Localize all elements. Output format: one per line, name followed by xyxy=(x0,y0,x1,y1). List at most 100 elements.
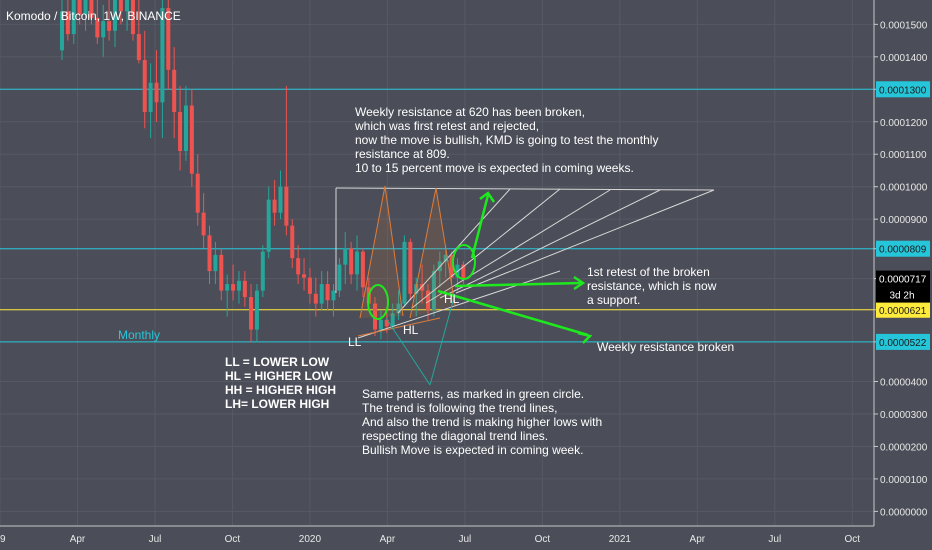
candle-body xyxy=(189,105,194,174)
price-tick-label: 0.0000900 xyxy=(880,215,928,226)
candle xyxy=(378,310,383,340)
candle-countdown: 3d 2h xyxy=(889,291,914,302)
retest-note: 1st retest of the broken resistance, whic… xyxy=(587,265,717,307)
legend-lines-line: HL = HIGHER LOW xyxy=(225,369,333,383)
note-pattern-line: And also the trend is making higher lows… xyxy=(362,415,602,429)
candle-body xyxy=(183,105,188,151)
candle-body xyxy=(296,258,301,275)
candle-body xyxy=(130,0,135,35)
candle-body xyxy=(426,290,431,311)
candle xyxy=(302,258,307,291)
candle-body xyxy=(71,0,76,35)
candle xyxy=(107,0,112,41)
candle xyxy=(65,0,70,41)
weekly-resistance-note: Weekly resistance at 620 has been broken… xyxy=(354,105,658,175)
candle-body xyxy=(154,82,159,103)
note-weekly-line: Weekly resistance at 620 has been broken… xyxy=(355,105,585,119)
candle xyxy=(154,50,159,122)
candle-body xyxy=(160,8,165,103)
candle xyxy=(296,245,301,285)
candle-body xyxy=(461,264,466,279)
price-label-yellow: 0.0000621 xyxy=(879,306,927,317)
candle-body xyxy=(278,186,283,213)
price-tick-label: 0.0001500 xyxy=(880,20,928,31)
time-tick-label: Jul xyxy=(149,534,162,545)
candle xyxy=(390,303,395,330)
candle-body xyxy=(219,254,224,291)
candle-body xyxy=(266,199,271,252)
candle-body xyxy=(213,254,218,272)
candle-body xyxy=(325,284,330,301)
candle xyxy=(284,86,289,236)
label-lower-low: LL xyxy=(348,335,362,349)
candle xyxy=(343,232,348,285)
time-tick-label: 19 xyxy=(0,534,6,545)
note-pattern-line: respecting the diagonal trend lines. xyxy=(362,429,548,443)
legend-lines-line: LH= LOWER HIGH xyxy=(225,397,329,411)
price-tick-label: 0.0001400 xyxy=(880,53,928,64)
candle-body xyxy=(118,0,123,12)
note-pattern-line: Same patterns, as marked in green circle… xyxy=(362,387,584,401)
candle xyxy=(260,245,265,298)
candle-body xyxy=(107,21,112,31)
note-retest-line: a support. xyxy=(587,293,640,307)
time-tick-label: Oct xyxy=(535,534,551,545)
legend-lines-line: LL = LOWER LOW xyxy=(225,355,330,369)
candle-body xyxy=(207,235,212,272)
candle-body xyxy=(195,173,200,213)
candle xyxy=(213,241,218,285)
candle xyxy=(148,63,153,138)
candle xyxy=(355,235,360,291)
price-labels: 0.0001300 0.0000809 0.0000717 0.0000621 0.00… xyxy=(876,81,930,350)
candle xyxy=(118,0,123,25)
candle xyxy=(290,219,295,268)
candle-body xyxy=(83,0,88,15)
candle-body xyxy=(337,264,342,291)
time-axis[interactable]: 19 Apr Jul Oct 2020 Apr Jul Oct 2021 Apr Jul Oct xyxy=(0,534,860,545)
note-retest-line: 1st retest of the broken xyxy=(587,265,710,279)
candle xyxy=(207,225,212,285)
price-label-bg-yellow xyxy=(876,301,930,318)
price-tick-label: 0.0001200 xyxy=(880,118,928,129)
note-weekly-line: resistance at 809. xyxy=(355,147,450,161)
candle-body xyxy=(112,0,117,31)
candle xyxy=(449,251,454,285)
candle xyxy=(408,238,413,301)
annotations: Weekly resistance at 620 has been broken… xyxy=(118,105,734,457)
candle xyxy=(319,271,324,311)
candle-body xyxy=(420,284,425,291)
time-tick-label: Apr xyxy=(690,534,706,545)
price-label-current: 0.0000717 xyxy=(879,275,927,286)
trend-drawings xyxy=(335,185,715,386)
candle-body xyxy=(260,251,265,291)
price-label-bg-cyan xyxy=(876,81,930,98)
note-weekly-line: 10 to 15 percent move is expected in com… xyxy=(355,161,634,175)
price-tick-label: 0.0001000 xyxy=(880,183,928,194)
candle-body xyxy=(284,186,289,226)
candle xyxy=(183,86,188,161)
candle-body xyxy=(101,21,106,38)
candle-body xyxy=(343,248,348,265)
candle-body xyxy=(443,254,448,262)
candle-body xyxy=(148,82,153,113)
candle xyxy=(272,180,277,226)
pattern-note: Same patterns, as marked in green circle… xyxy=(362,387,602,457)
note-retest-line: resistance, which is now xyxy=(587,279,717,293)
candle xyxy=(242,271,247,307)
candle-body xyxy=(125,0,130,12)
price-tick-label: 0.0000100 xyxy=(880,475,928,486)
candle xyxy=(172,47,177,138)
candle-body xyxy=(378,319,383,330)
note-pattern-line: Bullish Move is expected in coming week. xyxy=(362,443,583,457)
candle-body xyxy=(307,277,312,294)
candle-body xyxy=(201,212,206,236)
candle-body xyxy=(349,248,354,275)
candle-body xyxy=(172,69,177,113)
time-tick-label: Apr xyxy=(70,534,86,545)
candle-body xyxy=(178,112,183,151)
price-tick-label: 0.0000400 xyxy=(880,378,928,389)
candle xyxy=(189,89,194,187)
candle xyxy=(254,284,259,343)
candle xyxy=(83,0,88,31)
